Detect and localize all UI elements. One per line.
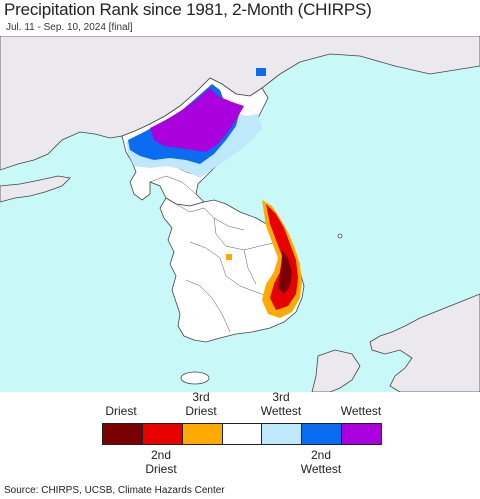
legend-label-3rd-wettest: 3rd Wettest xyxy=(260,390,302,418)
dry-anomaly-driest xyxy=(278,250,292,294)
legend-label-driest: Driest xyxy=(105,404,137,418)
jeju-island xyxy=(180,371,210,385)
foreign-land-west xyxy=(0,175,71,203)
legend-label-3rd-driest: 3rd Driest xyxy=(185,390,217,418)
page-title: Precipitation Rank since 1981, 2-Month (… xyxy=(4,0,372,19)
foreign-land-japan xyxy=(369,293,480,392)
dry-anomaly-spot xyxy=(226,254,232,260)
foreign-land-japan-west xyxy=(311,349,361,392)
wet-anomaly-wettest xyxy=(150,88,244,152)
precipitation-map xyxy=(0,36,480,392)
ulleung-island xyxy=(337,233,343,239)
legend-swatch-driest xyxy=(103,424,143,444)
wet-anomaly-ne-spot xyxy=(256,68,266,76)
legend-swatch-wettest xyxy=(342,424,382,444)
legend-swatch-2nd-driest xyxy=(142,424,183,444)
legend-color-bar xyxy=(102,423,382,445)
legend-label-2nd-wettest: 2nd Wettest xyxy=(300,448,342,476)
legend-swatch-3rd-driest xyxy=(182,424,223,444)
legend-swatch-3rd-wettest xyxy=(262,424,303,444)
legend-swatch-2nd-wettest xyxy=(302,424,343,444)
legend-label-wettest: Wettest xyxy=(340,404,382,418)
source-credit: Source: CHIRPS, UCSB, Climate Hazards Ce… xyxy=(4,485,225,496)
legend-label-2nd-driest: 2nd Driest xyxy=(145,448,177,476)
legend-swatch-normal xyxy=(222,424,263,444)
date-range: Jul. 11 - Sep. 10, 2024 [final] xyxy=(6,22,133,33)
